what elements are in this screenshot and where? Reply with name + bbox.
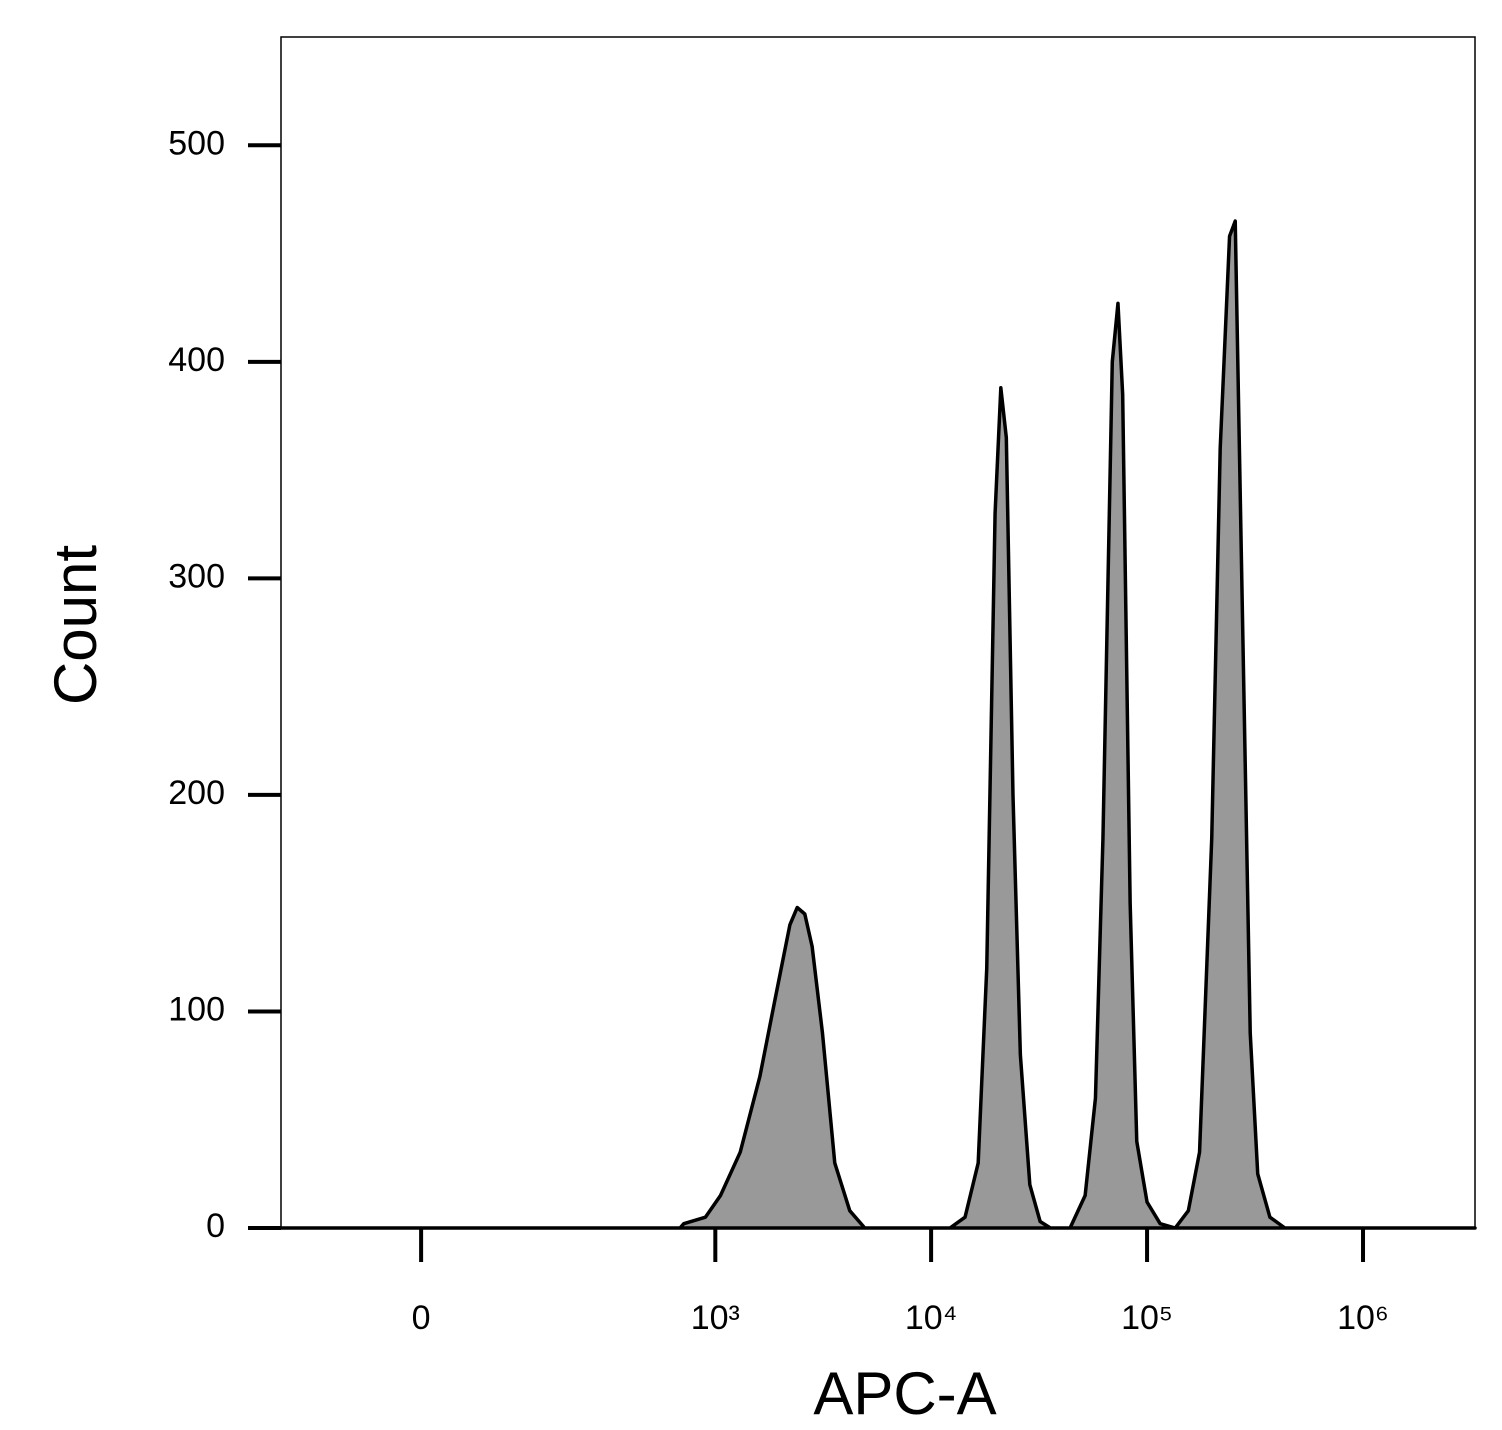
- x-tick-label: 10⁴: [905, 1299, 957, 1337]
- y-axis-label: Count: [42, 545, 109, 705]
- x-tick-label: 10⁶: [1337, 1299, 1389, 1337]
- y-tick-label: 200: [168, 774, 225, 812]
- plot-frame: [280, 36, 1476, 1229]
- y-tick-label: 0: [206, 1207, 225, 1245]
- y-tick-label: 100: [168, 990, 225, 1028]
- x-tick-label: 10³: [691, 1299, 740, 1337]
- x-tick-label: 0: [412, 1299, 431, 1337]
- histogram-area: [279, 219, 1477, 1230]
- x-axis-label: APC-A: [813, 1360, 996, 1427]
- y-tick-label: 300: [168, 557, 225, 595]
- x-tick-label: 10⁵: [1121, 1299, 1173, 1337]
- y-tick-label: 400: [168, 341, 225, 379]
- y-tick-label: 500: [168, 124, 225, 162]
